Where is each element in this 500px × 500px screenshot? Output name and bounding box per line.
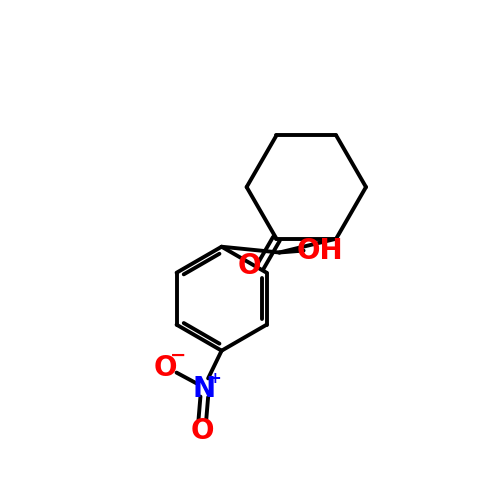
Text: −: − [170,346,186,365]
Text: OH: OH [296,236,343,264]
Text: +: + [208,371,222,386]
Text: O: O [238,252,261,280]
Text: O: O [190,417,214,445]
Text: O: O [154,354,178,382]
Text: N: N [192,375,216,403]
